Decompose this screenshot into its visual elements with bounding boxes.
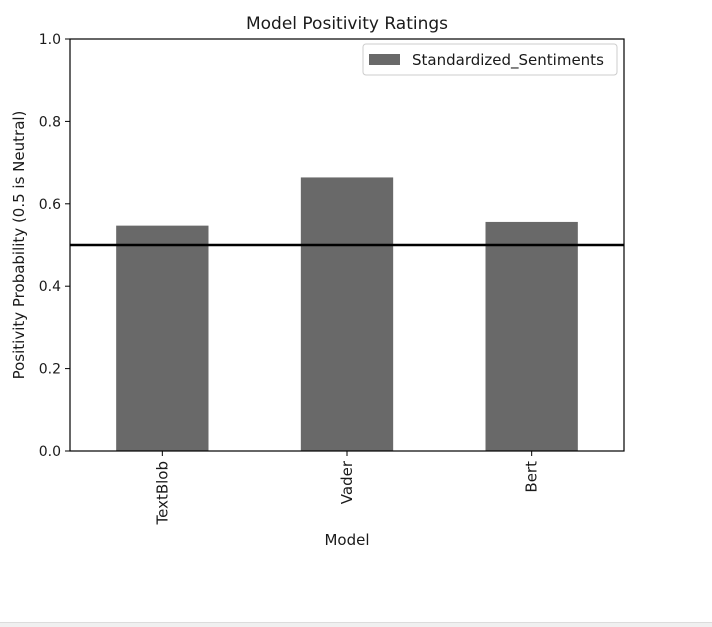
- y-tick-label: 0.2: [39, 362, 61, 378]
- x-tick-label: Bert: [523, 461, 541, 493]
- y-tick-label: 0.8: [39, 114, 61, 130]
- y-axis: 0.0 0.2 0.4 0.6 0.8 1.0: [39, 32, 70, 460]
- y-tick-label: 0.4: [39, 279, 61, 295]
- x-tick-label: TextBlob: [153, 461, 171, 526]
- x-axis: TextBlob Vader Bert: [153, 451, 541, 526]
- x-tick-label: Vader: [338, 460, 356, 504]
- y-tick-label: 0.6: [39, 197, 61, 213]
- bar-textblob: [116, 225, 209, 451]
- chart-title: Model Positivity Ratings: [246, 14, 448, 34]
- legend-label: Standardized_Sentiments: [412, 51, 604, 70]
- bottom-divider: [0, 622, 712, 627]
- legend-frame: [362, 43, 618, 76]
- legend-swatch: [369, 54, 400, 65]
- bar-vader: [300, 177, 394, 451]
- bar-bert: [485, 221, 578, 451]
- x-axis-label: Model: [324, 531, 369, 549]
- legend: Standardized_Sentiments: [362, 43, 618, 76]
- y-tick-label: 0.0: [39, 444, 61, 460]
- y-tick-label: 1.0: [39, 32, 61, 48]
- y-axis-label: Positivity Probability (0.5 is Neutral): [10, 111, 28, 380]
- plot-area: [70, 177, 624, 451]
